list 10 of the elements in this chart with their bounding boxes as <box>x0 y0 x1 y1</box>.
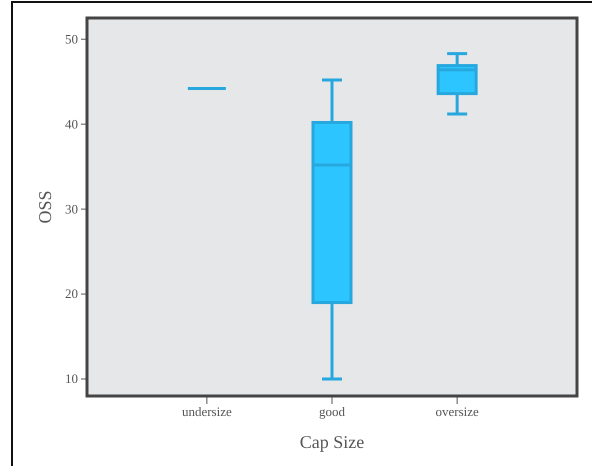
y-tick-label: 10 <box>65 371 78 386</box>
y-tick-label: 20 <box>65 286 78 302</box>
x-tick-label: undersize <box>182 404 232 420</box>
y-tick-label: 40 <box>65 116 78 132</box>
y-tick-label: 50 <box>65 31 78 46</box>
x-tick-label: oversize <box>435 404 480 420</box>
x-axis-title: Cap Size <box>300 432 364 452</box>
x-tick-label: good <box>319 404 346 420</box>
y-axis-title: OSS <box>35 190 55 224</box>
y-tick-label: 30 <box>65 201 78 216</box>
